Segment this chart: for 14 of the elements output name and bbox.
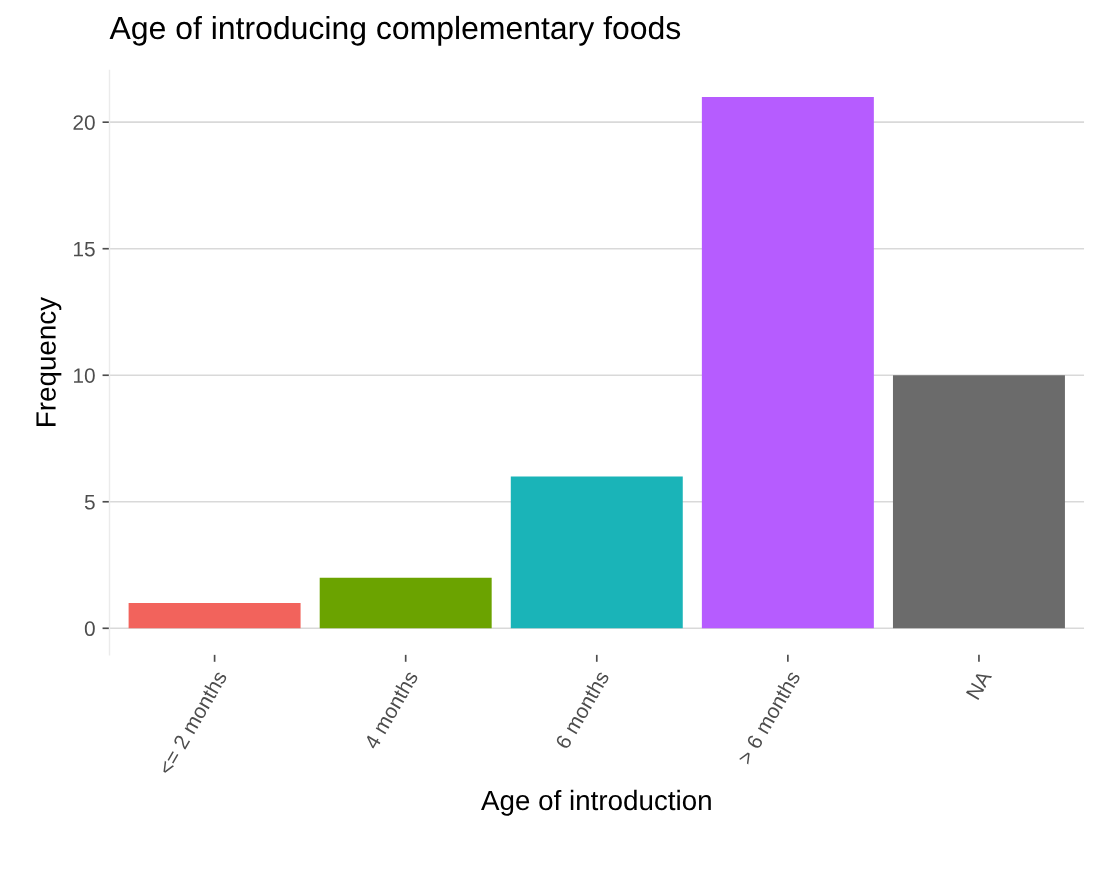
bar [701,96,874,629]
x-tick-label: NA [966,669,993,700]
y-axis-title: Frequency [36,297,62,426]
y-tick-label: 0 [84,621,95,637]
y-tick-label: 15 [74,241,95,257]
y-tick-label: 10 [74,368,95,383]
bar [128,602,301,629]
y-tick-label: 20 [73,115,95,130]
bar [510,476,683,629]
x-axis-title: Age of introduction [481,789,711,816]
y-tick-label: 5 [84,494,95,510]
bar [319,577,492,629]
bar [892,375,1065,629]
chart-title: Age of introducing complementary foods [109,15,681,46]
